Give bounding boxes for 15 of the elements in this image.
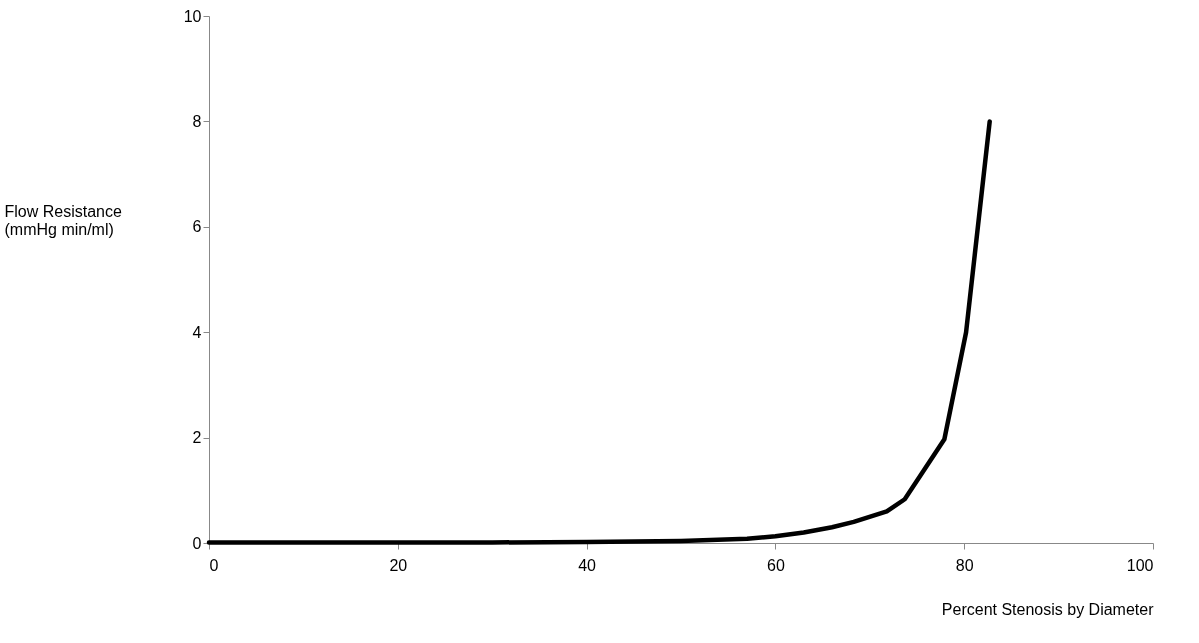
y-tick-label: 0 <box>192 534 202 552</box>
x-tick-label: 100 <box>1126 556 1154 574</box>
x-tick-label: 40 <box>578 556 597 574</box>
x-tick-label: 60 <box>767 556 785 574</box>
line-series <box>206 119 992 545</box>
x-axis-title: Percent Stenosis by Diameter <box>941 600 1155 618</box>
y-tick-label: 8 <box>192 112 202 130</box>
x-tick-label: 0 <box>209 556 219 574</box>
y-tick-label: 6 <box>192 218 202 236</box>
y-tick-label: 10 <box>183 7 202 25</box>
x-tick-label: 20 <box>389 556 408 574</box>
y-axis-title: Flow Resistance (mmHg min/ml) <box>4 202 122 238</box>
y-tick-label: 2 <box>192 429 202 447</box>
x-tick-label: 80 <box>955 556 974 574</box>
y-tick-label: 4 <box>192 323 202 341</box>
